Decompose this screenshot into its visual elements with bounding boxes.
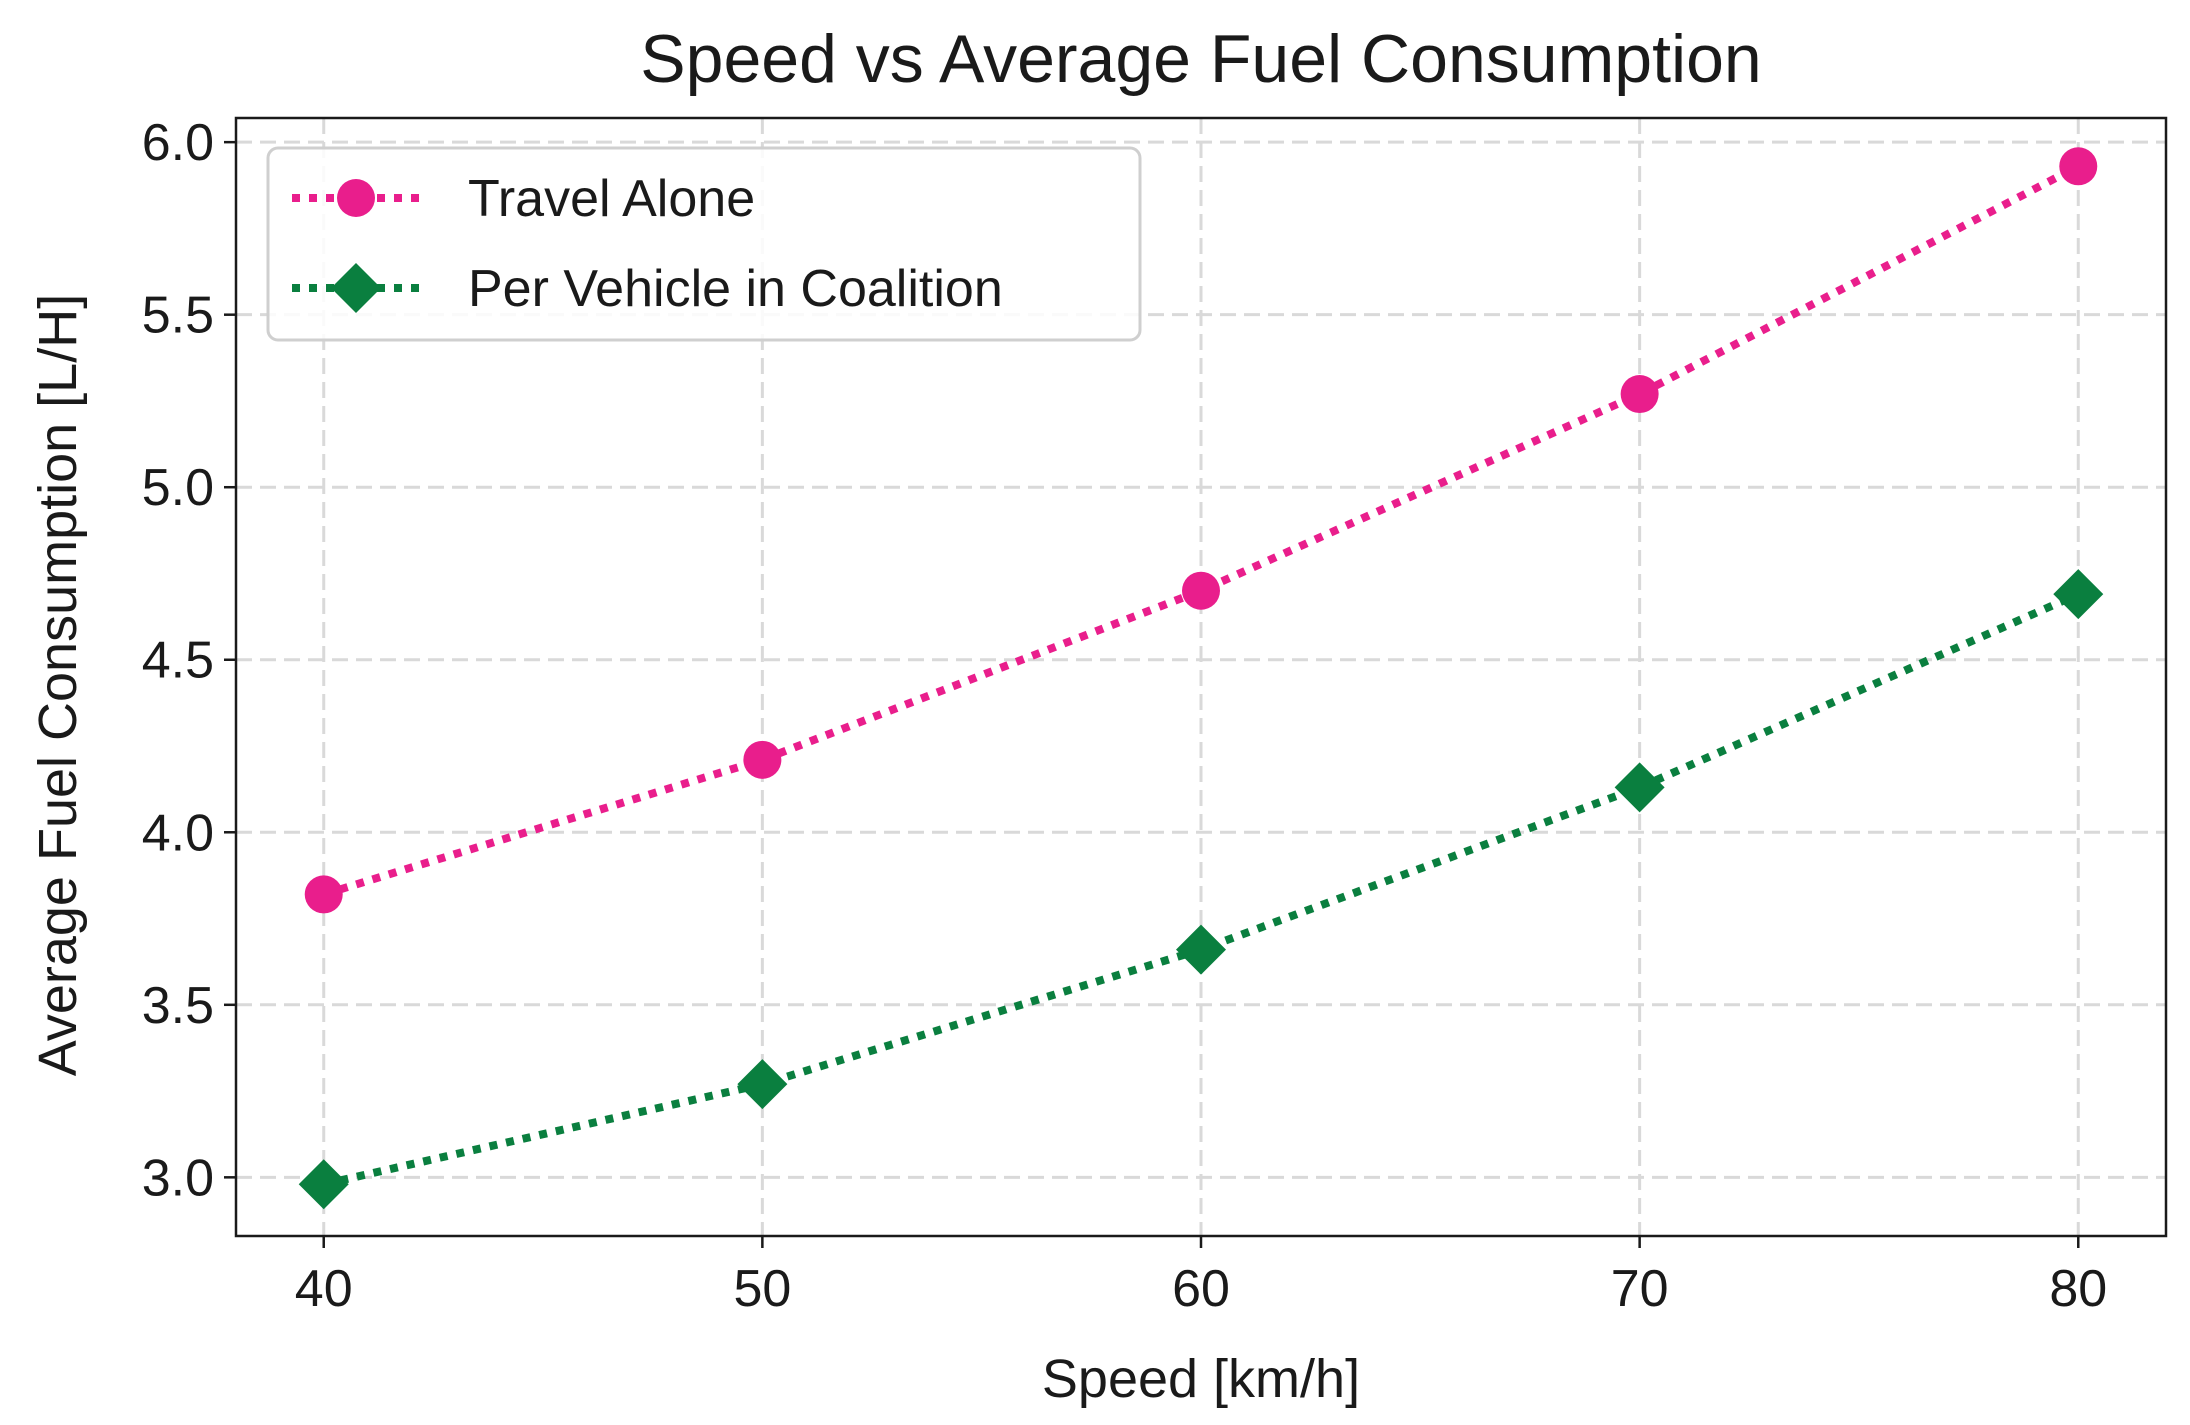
legend-marker-2	[331, 263, 381, 313]
series-2-point	[1176, 924, 1226, 975]
series-2-point	[737, 1059, 788, 1110]
y-tick-label: 6.0	[142, 114, 214, 172]
y-tick-label: 5.0	[142, 459, 214, 517]
series-1-point	[1182, 571, 1220, 610]
y-tick-label: 4.0	[142, 804, 214, 862]
legend-marker-1	[337, 179, 375, 217]
legend-label-1: Travel Alone	[468, 170, 755, 228]
series-1-point	[1620, 375, 1659, 414]
x-tick-label: 80	[2049, 1260, 2107, 1318]
x-tick-label: 60	[1172, 1260, 1230, 1318]
legend-label-2: Per Vehicle in Coalition	[468, 260, 1003, 318]
x-tick-label: 40	[295, 1260, 353, 1318]
y-tick-label: 3.5	[142, 977, 214, 1035]
series-1-point	[304, 875, 343, 914]
x-tick-label: 50	[733, 1260, 791, 1318]
series-layer	[298, 147, 2104, 1210]
series-1-point	[743, 740, 782, 779]
y-tick-label: 3.0	[142, 1149, 214, 1207]
x-tick-label: 70	[1611, 1260, 1669, 1318]
legend-box	[266, 146, 1142, 342]
series-2-point	[2053, 569, 2104, 620]
y-tick-label: 5.5	[142, 287, 214, 345]
series-1-point	[2059, 147, 2098, 186]
grid-layer	[236, 118, 2166, 1236]
series-2-point	[298, 1159, 349, 1210]
y-tick-label: 4.5	[142, 632, 214, 690]
x-axis-label: Speed [km/h]	[1042, 1349, 1360, 1409]
y-axis-label: Average Fuel Consumption [L/H]	[28, 294, 88, 1076]
series-2-point	[1614, 762, 1665, 813]
legend: Travel Alone Per Vehicle in Coalition	[266, 146, 1142, 342]
axes-layer: 40 50 60 70 80 3.0 3.5 4.0 4.5 5.0 5.5 6.0	[142, 114, 2168, 1318]
chart-title: Speed vs Average Fuel Consumption	[640, 21, 1761, 97]
